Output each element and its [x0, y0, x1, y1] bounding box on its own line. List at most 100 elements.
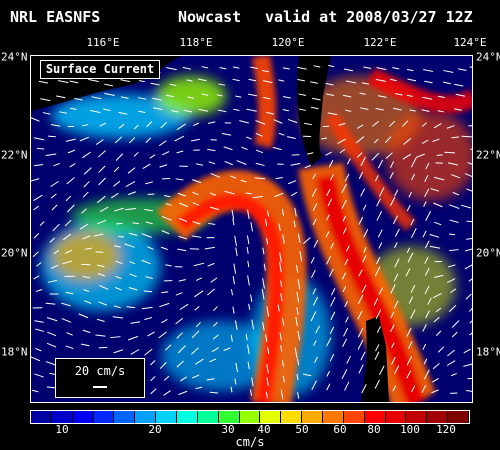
current-arrow [433, 123, 442, 129]
current-arrow [437, 110, 444, 113]
colorbar-units: cm/s [235, 435, 265, 449]
current-arrow [192, 192, 199, 196]
current-arrow [143, 290, 153, 293]
valid-time: valid at 2008/03/27 12Z [265, 8, 473, 26]
current-arrow [255, 162, 265, 166]
current-arrow [113, 166, 120, 172]
current-arrow [224, 161, 233, 166]
current-arrow [390, 311, 395, 319]
current-arrow [218, 83, 226, 86]
current-arrow [360, 107, 369, 110]
current-arrow [144, 317, 153, 320]
current-arrow [451, 331, 458, 338]
current-arrow [355, 136, 365, 144]
current-arrow [141, 306, 153, 310]
current-arrow [465, 248, 472, 252]
current-arrow [142, 163, 151, 169]
current-arrow [437, 95, 445, 98]
current-arrow [296, 291, 300, 303]
current-arrow [434, 221, 442, 226]
colorbar-tick-120: 120 [436, 423, 456, 436]
current-arrow [247, 275, 250, 286]
current-arrow [361, 284, 367, 293]
current-arrow [178, 390, 188, 395]
current-arrow [240, 179, 247, 183]
current-arrow [312, 218, 317, 226]
lon-label-116: 116°E [86, 36, 120, 49]
current-arrow [130, 349, 140, 355]
current-arrow [161, 319, 168, 324]
colorbar-cell [323, 411, 344, 423]
current-arrow [306, 152, 314, 155]
current-arrow [81, 208, 87, 214]
current-arrow [390, 161, 394, 168]
current-arrow [98, 165, 106, 173]
current-arrow [358, 364, 364, 374]
current-arrow [65, 138, 76, 142]
current-arrow [111, 193, 119, 199]
current-arrow [408, 296, 414, 304]
current-arrow [247, 344, 250, 355]
current-arrow [64, 219, 72, 227]
current-arrow [104, 83, 114, 87]
current-arrow [262, 247, 265, 255]
current-arrow [252, 196, 264, 199]
current-arrow [47, 135, 56, 138]
current-arrow [61, 302, 71, 307]
current-arrow [99, 206, 109, 213]
current-arrow [262, 80, 273, 84]
current-arrow [247, 93, 257, 97]
current-arrow [145, 221, 153, 225]
current-arrow [394, 258, 400, 268]
current-arrow [161, 230, 170, 235]
current-arrow [235, 95, 242, 98]
current-arrow [192, 221, 201, 225]
current-arrow [392, 385, 397, 392]
current-arrow [145, 276, 153, 279]
current-arrow [311, 380, 317, 390]
current-arrow [150, 376, 156, 382]
lon-label-122: 122°E [363, 36, 397, 49]
current-arrow [146, 121, 152, 127]
current-arrow [65, 195, 72, 202]
current-arrow [59, 111, 68, 114]
current-arrow [57, 80, 69, 84]
current-arrow [74, 97, 83, 101]
current-arrow [363, 247, 367, 253]
current-arrow [233, 263, 237, 274]
current-arrow [162, 151, 170, 156]
current-arrow [201, 93, 209, 96]
current-arrow [315, 325, 320, 334]
current-arrow [362, 255, 367, 263]
current-arrow [183, 109, 193, 113]
current-arrow [124, 243, 135, 248]
reference-vector-box: 20 cm/s [55, 358, 145, 398]
current-arrow [53, 163, 61, 167]
current-arrow [208, 222, 216, 225]
current-arrow [33, 137, 45, 141]
current-arrow [410, 218, 415, 226]
colorbar-cell [93, 411, 115, 423]
current-arrow [130, 321, 141, 324]
current-arrow [296, 307, 299, 315]
current-arrow [251, 319, 254, 330]
current-arrow [389, 120, 396, 127]
current-arrow [150, 82, 160, 86]
current-arrow [421, 122, 427, 127]
current-arrow [113, 305, 121, 309]
current-arrow [392, 67, 400, 70]
current-arrow [164, 195, 171, 198]
colorbar-cell [406, 411, 428, 423]
current-arrow [390, 284, 396, 294]
current-arrow [358, 327, 364, 338]
current-arrow [310, 81, 319, 84]
current-arrow [209, 391, 219, 394]
current-arrow [33, 205, 39, 211]
current-arrow [182, 67, 192, 70]
current-arrow [165, 94, 174, 98]
current-arrow [373, 297, 379, 306]
current-arrow [435, 307, 442, 312]
current-arrow [265, 334, 268, 343]
current-arrow [296, 373, 299, 381]
current-arrow [297, 279, 301, 290]
